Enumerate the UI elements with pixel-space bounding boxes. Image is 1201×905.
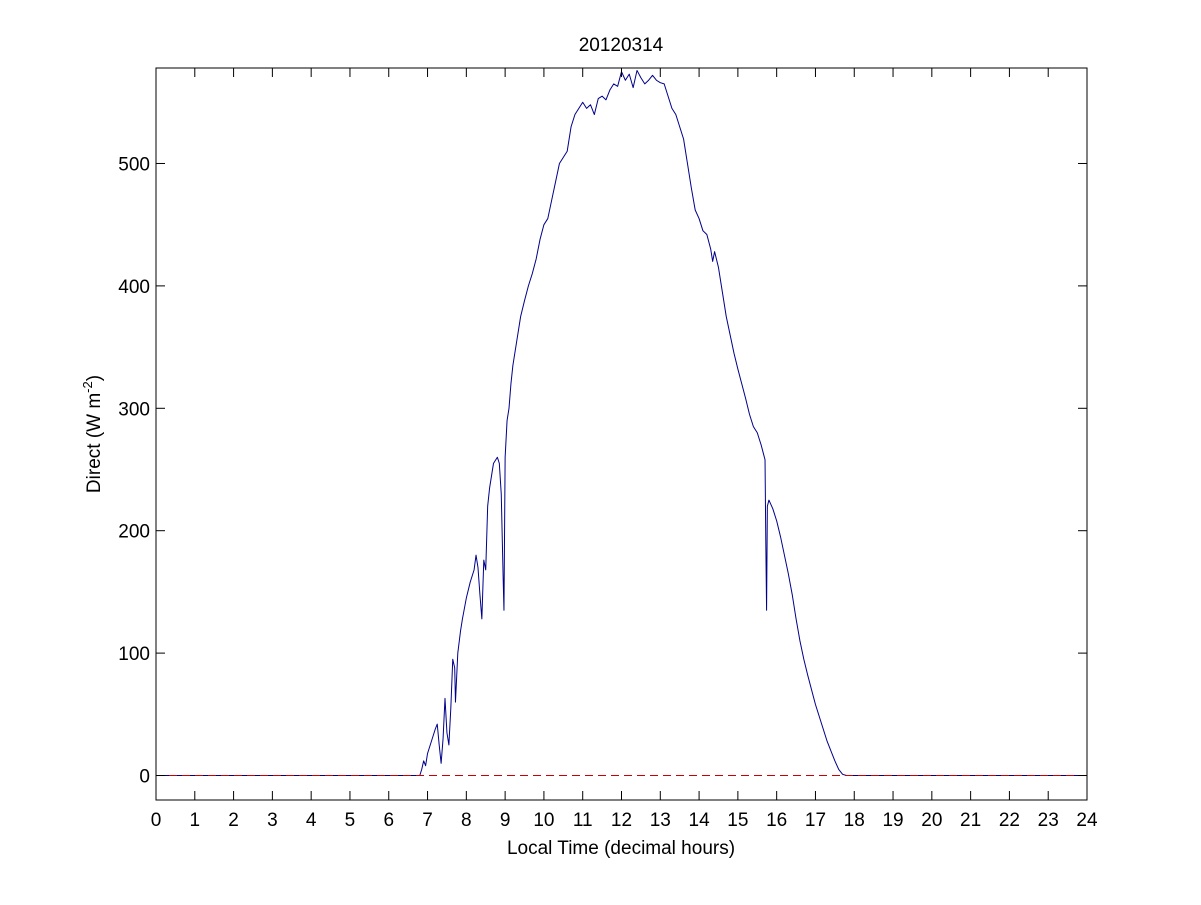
plot-frame bbox=[155, 67, 1088, 801]
x-tick-label: 20 bbox=[921, 810, 942, 831]
plot-area bbox=[156, 68, 1087, 800]
x-tick-label: 12 bbox=[611, 810, 632, 831]
x-tick-label: 14 bbox=[689, 810, 711, 831]
y-tick-label: 0 bbox=[139, 767, 150, 788]
x-axis-label: Local Time (decimal hours) bbox=[507, 838, 735, 859]
x-tick-label: 6 bbox=[383, 810, 394, 831]
x-tick-label: 7 bbox=[422, 810, 433, 831]
x-tick-label: 22 bbox=[999, 810, 1020, 831]
y-tick-label: 100 bbox=[118, 644, 150, 665]
y-tick-label: 300 bbox=[118, 399, 150, 420]
x-tick-label: 5 bbox=[345, 810, 356, 831]
series-layer bbox=[156, 69, 1087, 777]
y-tick-label: 500 bbox=[118, 154, 150, 175]
x-tick-label: 1 bbox=[190, 810, 201, 831]
x-tick-label: 16 bbox=[766, 810, 787, 831]
x-tick-label: 24 bbox=[1076, 810, 1098, 831]
y-tick-label: 400 bbox=[118, 277, 150, 298]
x-tick-label: 9 bbox=[500, 810, 511, 831]
x-tick-label: 18 bbox=[844, 810, 865, 831]
y-axis-label-main: Direct (W m bbox=[84, 393, 105, 493]
x-tick-label: 21 bbox=[960, 810, 981, 831]
x-tick-label: 4 bbox=[306, 810, 317, 831]
x-tick-label: 8 bbox=[461, 810, 472, 831]
y-tick-label: 200 bbox=[118, 522, 150, 543]
x-tick-label: 13 bbox=[650, 810, 671, 831]
x-tick-label: 19 bbox=[882, 810, 903, 831]
y-axis-label: Direct (W m-2) bbox=[80, 375, 105, 493]
x-tick-label: 15 bbox=[727, 810, 748, 831]
x-tick-label: 2 bbox=[228, 810, 239, 831]
x-tick-label: 11 bbox=[573, 810, 593, 831]
x-tick-label: 3 bbox=[267, 810, 278, 831]
chart-title: 20120314 bbox=[579, 35, 664, 56]
x-tick-label: 0 bbox=[151, 810, 162, 831]
series-line-direct bbox=[156, 69, 1087, 777]
x-tick-label: 17 bbox=[805, 810, 826, 831]
y-axis-label-sup: -2 bbox=[80, 381, 95, 393]
ticks-layer: 0 1 2 3 4 5 6 7 8 9 10 11 12 13 14 15 16 17 18 19 20 21 22 23 24… bbox=[118, 68, 1098, 831]
y-axis-label-close: ) bbox=[84, 375, 105, 381]
x-tick-label: 23 bbox=[1038, 810, 1059, 831]
x-tick-label: 10 bbox=[533, 810, 554, 831]
